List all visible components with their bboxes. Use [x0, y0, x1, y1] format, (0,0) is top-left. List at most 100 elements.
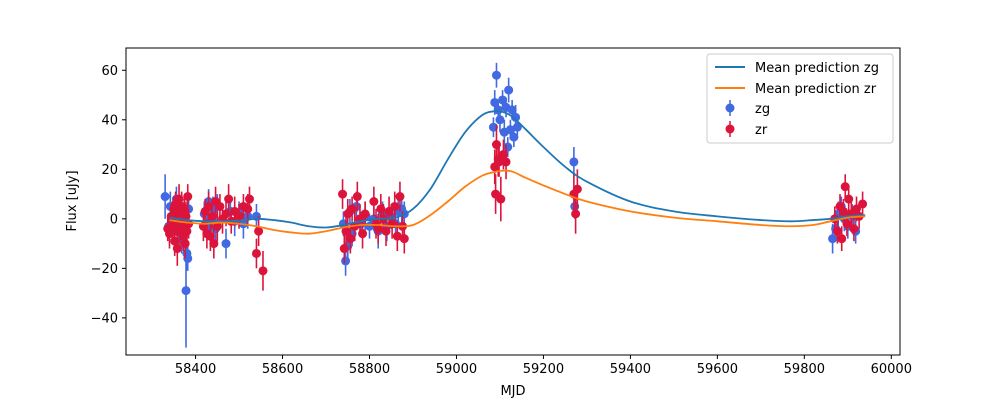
plot-frame [125, 47, 901, 356]
data-point [172, 244, 182, 254]
x-tick-label: 59600 [697, 362, 738, 377]
data-point [244, 194, 254, 204]
x-tick-label: 59800 [784, 362, 825, 377]
data-point [858, 199, 868, 209]
x-tick-label: 58400 [175, 362, 216, 377]
data-point [180, 239, 190, 249]
data-point [204, 201, 214, 211]
data-point [212, 221, 222, 231]
data-point [184, 219, 194, 229]
legend-marker-zr [725, 124, 735, 134]
data-point [164, 229, 174, 239]
data-point [215, 201, 225, 211]
data-point [338, 189, 348, 199]
data-point [496, 194, 506, 204]
data-point [341, 256, 351, 266]
y-axis-label: Flux [uJy] [65, 170, 80, 231]
data-point [160, 192, 170, 202]
y-tick-label: −20 [91, 262, 118, 277]
data-point [849, 224, 859, 234]
data-point [207, 211, 217, 221]
data-point [844, 194, 854, 204]
data-point [852, 204, 862, 214]
data-point [224, 194, 234, 204]
y-tick-label: −40 [91, 311, 118, 326]
legend-label-zg: zg [755, 102, 770, 117]
data-point [837, 234, 847, 244]
data-point [498, 149, 508, 159]
data-point [840, 182, 850, 192]
data-point [504, 85, 514, 95]
data-point [501, 157, 511, 167]
x-tick-label: 59000 [436, 362, 477, 377]
x-tick-label: 59200 [523, 362, 564, 377]
series-zr [163, 124, 868, 291]
data-point [369, 197, 379, 206]
legend-label-zr: zr [755, 123, 768, 138]
data-point [392, 231, 402, 241]
data-point [395, 192, 405, 202]
data-point [205, 231, 215, 241]
data-point [221, 239, 231, 249]
data-point [828, 234, 838, 244]
x-tick-label: 58600 [262, 362, 303, 377]
data-point [182, 226, 192, 236]
prediction-line [169, 169, 866, 235]
data-point [345, 234, 355, 244]
data-point [347, 204, 357, 214]
data-point [490, 97, 500, 107]
prediction-line [169, 110, 866, 229]
data-point [491, 70, 501, 80]
data-point [493, 105, 503, 115]
data-point [390, 201, 400, 211]
data-point [505, 125, 515, 135]
x-axis: 58400 58600 58800 59000 59200 59400 59600 59800… [175, 355, 912, 377]
x-tick-label: 59400 [610, 362, 651, 377]
data-point [360, 209, 370, 219]
legend: Mean prediction zg Mean prediction zr zg… [706, 53, 894, 144]
data-point [381, 226, 391, 236]
legend-marker-zg [725, 103, 735, 113]
data-point [832, 226, 842, 236]
data-point [254, 226, 264, 236]
data-point [170, 236, 180, 246]
series-layer [160, 62, 868, 348]
data-point [181, 286, 191, 296]
data-point [258, 266, 268, 276]
data-point [352, 192, 362, 202]
data-point [251, 248, 261, 258]
y-axis: −40 −20 0 20 40 60 [91, 64, 126, 326]
y-tick-label: 40 [101, 113, 118, 128]
data-point [174, 194, 184, 204]
x-tick-label: 60000 [871, 362, 912, 377]
data-point [181, 211, 191, 221]
data-point [569, 157, 579, 167]
data-point [498, 95, 508, 105]
data-point [243, 204, 253, 214]
legend-label-pred-zg: Mean prediction zg [755, 61, 879, 76]
data-point [494, 157, 504, 167]
data-point [512, 122, 522, 132]
data-point [341, 226, 351, 236]
data-point [399, 234, 409, 244]
y-tick-label: 20 [101, 163, 118, 178]
data-point [511, 112, 521, 122]
data-point [221, 209, 231, 219]
data-point [571, 209, 581, 219]
data-point [495, 115, 505, 125]
plot-area [125, 47, 901, 356]
data-point [234, 211, 244, 221]
legend-box [706, 53, 894, 144]
data-point [491, 140, 501, 150]
legend-label-pred-zr: Mean prediction zr [755, 82, 877, 97]
y-tick-label: 0 [110, 212, 118, 227]
data-point [509, 132, 519, 142]
y-tick-label: 60 [101, 64, 118, 79]
data-point [376, 204, 386, 214]
data-point [373, 224, 383, 234]
data-point [358, 229, 368, 239]
data-point [842, 219, 852, 229]
x-tick-label: 58800 [349, 362, 390, 377]
data-point [183, 192, 193, 202]
